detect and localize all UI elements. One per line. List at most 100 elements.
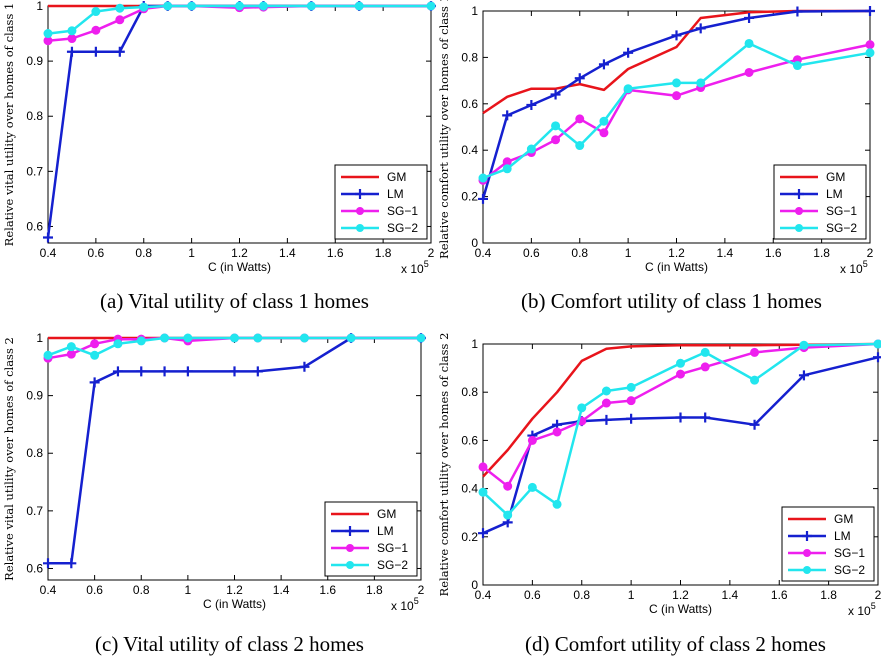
legend-label: LM — [377, 524, 394, 538]
data-point — [575, 141, 585, 151]
y-tick-label: 1 — [36, 331, 43, 345]
y-tick-label: 0.7 — [26, 164, 43, 178]
data-point — [676, 369, 685, 379]
series-line — [482, 43, 871, 182]
data-point — [306, 1, 316, 11]
legend-marker — [794, 189, 804, 199]
data-point — [115, 15, 125, 25]
data-point — [696, 78, 706, 88]
data-point — [865, 6, 875, 16]
x-tick-label: 1.2 — [672, 588, 689, 602]
panel-caption: (d) Comfort utility of class 2 homes — [525, 632, 826, 656]
data-point — [136, 366, 147, 377]
data-point — [136, 336, 146, 346]
legend-marker — [795, 224, 803, 232]
data-point — [552, 427, 562, 437]
data-point — [235, 1, 244, 11]
data-point — [623, 84, 633, 94]
data-point — [598, 59, 609, 70]
legend-item: SG−1 — [780, 204, 857, 218]
data-point — [503, 481, 513, 491]
data-point — [671, 30, 682, 41]
y-tick-label: 1 — [36, 0, 43, 13]
data-point — [626, 382, 636, 392]
x-tick-label: 1.4 — [717, 246, 734, 260]
data-point — [90, 339, 100, 349]
legend-item: SG−1 — [341, 204, 418, 218]
data-point — [526, 99, 537, 110]
series-line — [48, 336, 421, 565]
legend-item: LM — [341, 187, 404, 201]
data-point — [66, 558, 77, 569]
x-axis-multiplier: x 105 — [848, 601, 876, 618]
series-line — [482, 42, 871, 180]
legend-item: GM — [788, 512, 853, 526]
legend-label: SG−2 — [826, 221, 857, 235]
x-tick-label: 1.6 — [327, 246, 344, 260]
x-tick-label: 0.6 — [523, 246, 540, 260]
data-point — [792, 6, 803, 17]
x-tick-label: 2 — [428, 246, 435, 260]
data-point — [299, 361, 310, 372]
series-sg2 — [478, 38, 875, 183]
data-point — [502, 110, 513, 121]
panel-caption: (a) Vital utility of class 1 homes — [100, 289, 369, 313]
data-point — [676, 358, 685, 368]
x-tick-label: 1.6 — [319, 583, 336, 597]
data-point — [43, 232, 53, 243]
y-tick-label: 0.9 — [26, 54, 43, 68]
data-point — [91, 7, 101, 17]
x-axis-label: C (in Watts) — [203, 597, 266, 611]
y-tick-label: 0.2 — [461, 190, 478, 204]
legend: GM LM SG−1 SG−2 — [334, 164, 428, 240]
x-tick-label: 1.4 — [273, 583, 290, 597]
x-tick-label: 1.4 — [722, 588, 739, 602]
data-point — [113, 339, 123, 349]
legend-marker — [345, 526, 355, 536]
data-point — [695, 23, 706, 34]
y-tick-label: 0.7 — [26, 504, 43, 518]
data-point — [503, 510, 513, 520]
x-tick-label: 1.2 — [668, 246, 685, 260]
x-tick-label: 1.2 — [226, 583, 243, 597]
x-axis-multiplier-exponent: 5 — [871, 601, 876, 611]
data-point — [798, 370, 809, 381]
data-point — [163, 1, 173, 11]
data-point — [478, 193, 488, 204]
legend-item: SG−2 — [780, 221, 857, 235]
legend-label: LM — [387, 187, 404, 201]
data-point — [182, 366, 193, 377]
legend-marker — [803, 566, 811, 574]
legend-label: GM — [387, 170, 406, 184]
data-point — [183, 333, 193, 343]
series-sg2 — [43, 333, 426, 360]
data-point — [873, 339, 881, 349]
data-point — [599, 116, 609, 126]
data-point — [478, 528, 488, 539]
data-point — [43, 558, 53, 569]
data-point — [160, 333, 170, 343]
data-point — [527, 435, 537, 445]
legend-label: GM — [834, 512, 853, 526]
legend-label: LM — [834, 529, 851, 543]
data-point — [258, 1, 268, 11]
x-axis-label: C (in Watts) — [208, 260, 271, 274]
data-point — [478, 462, 488, 472]
data-point — [66, 342, 76, 352]
data-point — [792, 61, 802, 71]
x-tick-label: 0.6 — [524, 588, 541, 602]
series-lm — [478, 6, 875, 204]
y-tick-label: 0.9 — [26, 389, 43, 403]
y-tick-label: 0.4 — [461, 482, 478, 496]
x-axis-label: C (in Watts) — [645, 260, 708, 274]
legend-item: GM — [331, 507, 396, 521]
legend-item: SG−2 — [331, 558, 408, 572]
data-point — [43, 350, 53, 360]
data-point — [700, 412, 711, 423]
data-point — [43, 29, 53, 39]
x-tick-label: 1.6 — [765, 246, 782, 260]
data-point — [750, 347, 760, 357]
legend-label: SG−1 — [826, 204, 857, 218]
data-point — [873, 352, 881, 363]
x-tick-label: 1.8 — [813, 246, 830, 260]
